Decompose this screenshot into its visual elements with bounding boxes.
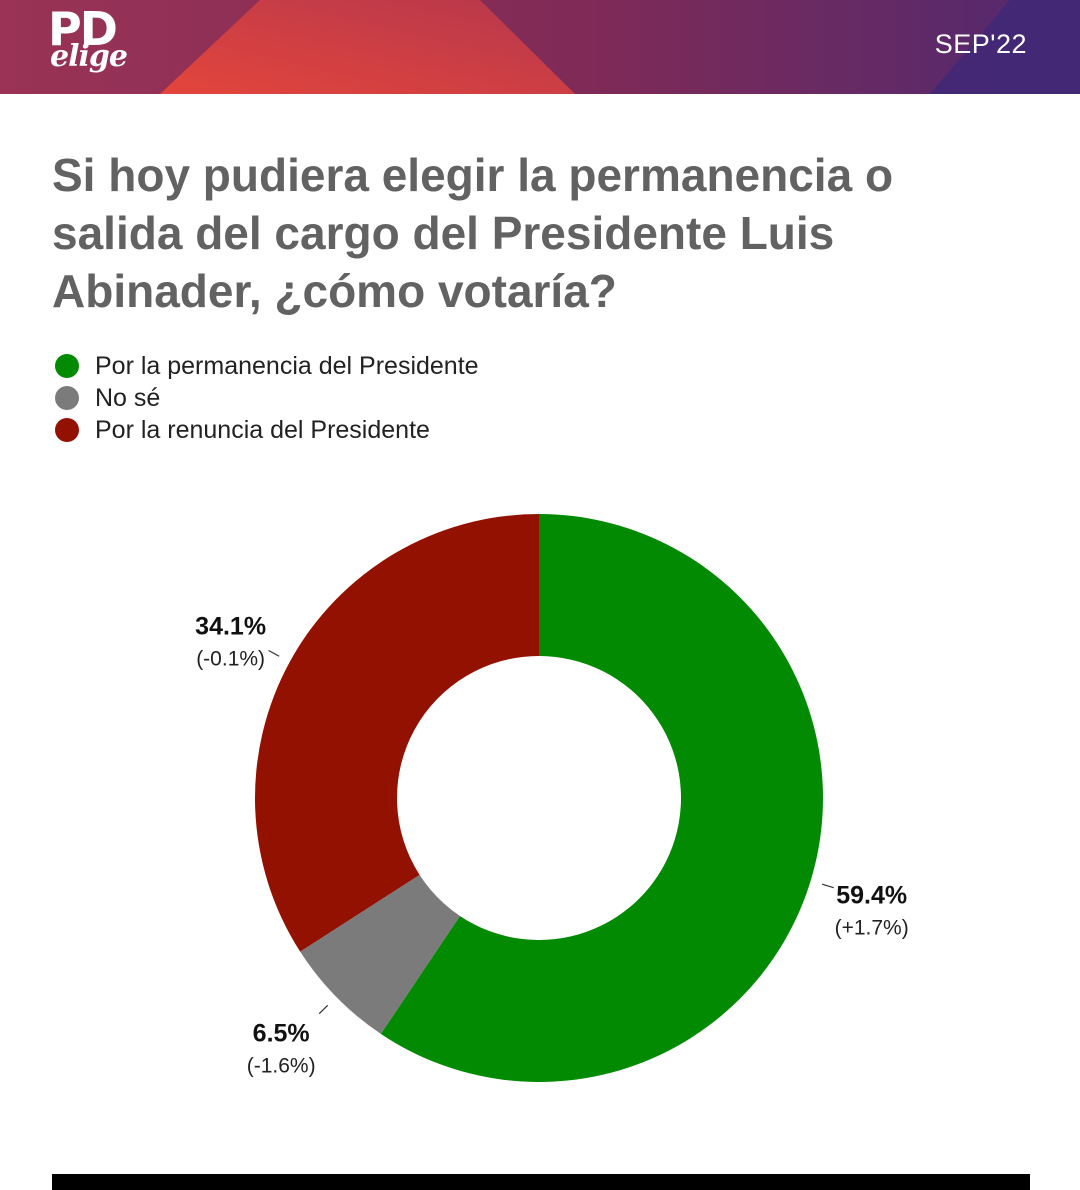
change-label-permanencia: (+1.7%): [835, 917, 909, 940]
legend-label: Por la renuncia del Presidente: [95, 415, 430, 444]
legend-item-renuncia: Por la renuncia del Presidente: [55, 414, 479, 446]
logo-subtext: elige: [50, 39, 128, 74]
data-label-no-se: 6.5%: [253, 1020, 310, 1048]
chart-title: Si hoy pudiera elegir la permanencia o s…: [52, 149, 894, 317]
change-label-renuncia: (-0.1%): [196, 647, 265, 670]
survey-date: SEP'22: [934, 29, 1027, 59]
header-banner: PD elige SEP'22: [0, 0, 1080, 94]
chart-legend: Por la permanencia del Presidente No sé …: [55, 350, 479, 446]
pd-elige-logo: PD elige: [48, 6, 144, 86]
header-background: [0, 0, 1080, 94]
leader-line-renuncia: [268, 649, 280, 657]
data-label-renuncia: 34.1%: [195, 612, 266, 640]
logo-text: PD: [48, 2, 118, 56]
slice-permanencia: [380, 514, 823, 1082]
legend-swatch: [55, 418, 79, 442]
legend-label: No sé: [95, 383, 161, 412]
leader-line-no-se: [318, 1004, 329, 1015]
slice-renuncia: [255, 514, 539, 952]
legend-label: Por la permanencia del Presidente: [95, 351, 479, 380]
legend-swatch: [55, 354, 79, 378]
slice-no-se: [300, 874, 460, 1034]
legend-item-permanencia: Por la permanencia del Presidente: [55, 350, 479, 382]
footer-bar: [52, 1174, 1030, 1190]
leader-line-permanencia: [822, 883, 834, 889]
change-label-no-se: (-1.6%): [247, 1055, 316, 1078]
legend-swatch: [55, 386, 79, 410]
legend-item-no-se: No sé: [55, 382, 479, 414]
data-label-permanencia: 59.4%: [836, 882, 907, 910]
